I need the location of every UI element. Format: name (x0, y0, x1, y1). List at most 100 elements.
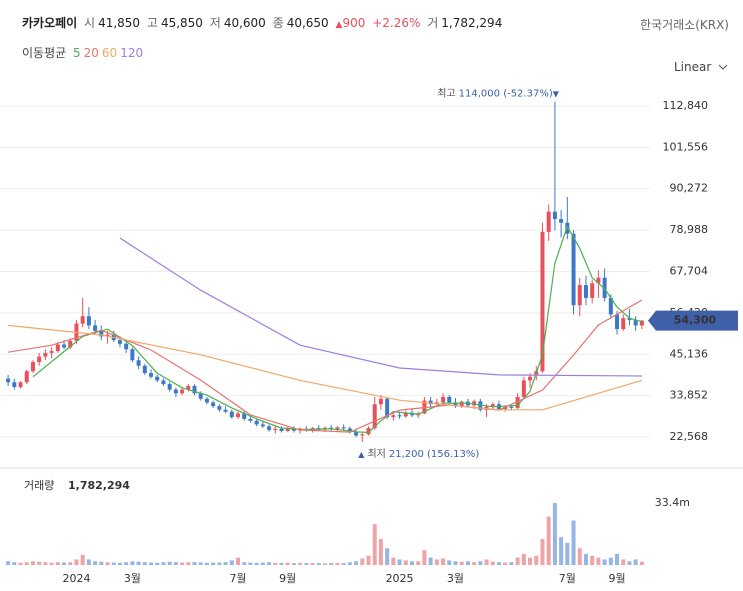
candle-body (341, 427, 346, 429)
candle-body (117, 340, 122, 344)
volume-bar (68, 562, 73, 565)
volume-bar (74, 559, 79, 565)
candle-body (236, 413, 241, 418)
legend: 이동평균 5 20 60 120 (22, 44, 146, 61)
x-tick-label: 9월 (279, 572, 296, 585)
y-tick-label: 78,988 (670, 223, 709, 236)
volume-bar (490, 561, 495, 565)
volume-bar (260, 562, 265, 565)
candle-body (565, 222, 570, 234)
candle-body (552, 211, 557, 220)
ma-line (32, 224, 643, 434)
candle-body (596, 277, 601, 284)
volume-bar (155, 562, 160, 565)
volume-bar (590, 555, 595, 565)
scale-select[interactable]: Linear (674, 60, 728, 74)
volume-bar (254, 562, 259, 565)
close-label: 종 (272, 16, 284, 30)
volume-bar (149, 562, 154, 565)
volume-bar (204, 562, 209, 565)
volume-bar (117, 562, 122, 565)
candle-body (229, 411, 234, 418)
candle-body (217, 406, 222, 410)
candle-body (577, 285, 582, 306)
volume-bar (397, 559, 402, 565)
volume-bar (142, 562, 147, 565)
volume-bar (30, 561, 35, 565)
volume-bar (639, 561, 644, 565)
header-row: 카카오페이 시 41,850 고 45,850 저 40,600 종 40,650 ▲9… (22, 14, 505, 31)
volume-bar (211, 562, 216, 565)
candle-body (86, 316, 91, 326)
close: 40,650 (286, 16, 329, 30)
volume-bar (86, 559, 91, 565)
candle-body (559, 219, 564, 223)
ma-line (8, 299, 643, 433)
volume-bar (621, 559, 626, 565)
volume-bar (434, 559, 439, 565)
candle-body (12, 382, 17, 388)
candle-body (391, 415, 396, 418)
min-annotation: ▲ 최저 21,200 (156.13%) (358, 448, 479, 460)
candle-body (55, 344, 60, 352)
candle-body (366, 428, 371, 435)
volume-bar (217, 562, 222, 565)
max-annotation: 최고 114,000 (-52.37%)▼ (437, 88, 559, 100)
volume-bar (459, 561, 464, 565)
volume-bar (310, 562, 315, 565)
change-pct: +2.26% (372, 16, 421, 30)
volume-bar (478, 561, 483, 565)
legend-entry: 60 (101, 46, 118, 60)
candle-body (453, 402, 458, 407)
candle-body (441, 396, 446, 403)
candle-body (403, 412, 408, 417)
volume-bar (447, 560, 452, 565)
volume-bar (528, 557, 533, 565)
ma-line (119, 237, 642, 377)
volume-bar (422, 550, 427, 565)
candle-body (155, 376, 160, 381)
candle-body (43, 352, 48, 357)
volume-bar (124, 562, 129, 565)
candle-body (583, 285, 588, 298)
volume-bar (279, 562, 284, 565)
candle-body (6, 378, 11, 383)
volume-bar (627, 561, 632, 565)
candle-body (167, 384, 172, 390)
candle-body (639, 320, 644, 326)
volume-bar (484, 559, 489, 565)
candle-body (459, 401, 464, 407)
chevron (718, 64, 728, 70)
candle-body (192, 385, 197, 394)
volume-bar (540, 539, 545, 565)
min-text: 21,200 (156.13%) (389, 449, 480, 460)
volume-bar (316, 563, 321, 565)
volume-bar (521, 553, 526, 565)
legend-title: 이동평균 (22, 46, 67, 60)
volume-bar (37, 561, 42, 565)
volume-bar (186, 562, 191, 565)
volume-bar (161, 562, 166, 565)
y-tick-label: 101,556 (663, 140, 709, 153)
volume-bar (192, 562, 197, 565)
volume-bar (111, 562, 116, 565)
volume-bar (242, 562, 247, 565)
volume-bar (552, 503, 557, 565)
y-tick-label: 67,704 (670, 264, 709, 277)
candle-body (354, 432, 359, 436)
low-label: 저 (209, 16, 221, 30)
candle-body (149, 373, 154, 377)
candle-body (68, 340, 73, 348)
volume-bar (559, 537, 564, 565)
volume-bar (428, 557, 433, 565)
volume-bar (441, 558, 446, 565)
volume-bar (615, 553, 620, 565)
volume-bar (335, 562, 340, 565)
candle-body (279, 428, 284, 432)
volume-bar (409, 561, 414, 565)
volume-bar (173, 562, 178, 565)
volume-bar (43, 562, 48, 565)
volume-bar (503, 562, 508, 565)
volume-bar (80, 554, 85, 565)
volume-bar (12, 562, 17, 565)
